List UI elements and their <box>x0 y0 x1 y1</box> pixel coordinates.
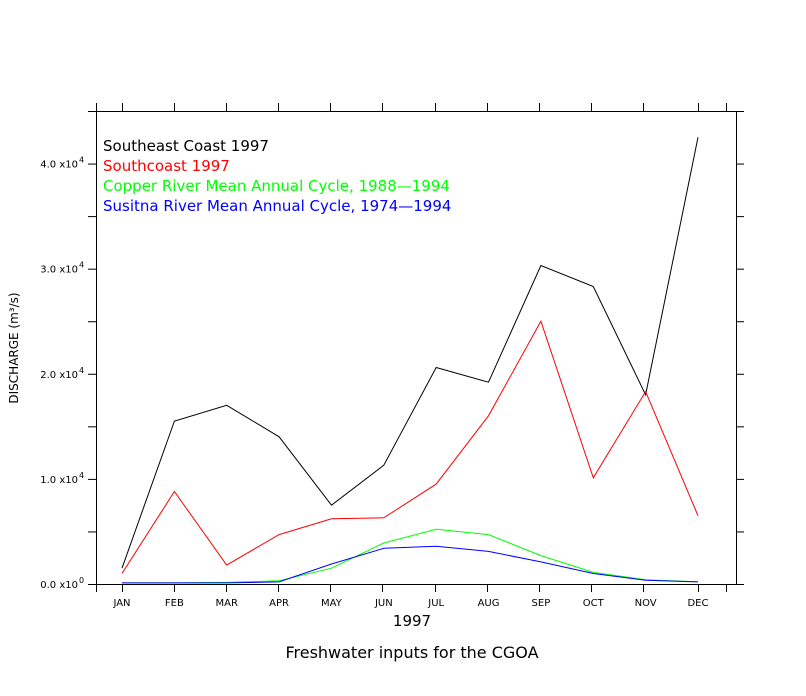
x-tick-label: JAN <box>112 598 130 609</box>
x-tick-label: OCT <box>583 598 605 609</box>
x-tick-label: NOV <box>635 598 657 609</box>
y-tick-label: 4.0 x10 <box>40 160 78 171</box>
x-tick-label: AUG <box>478 598 500 609</box>
x-tick-label: JUL <box>427 598 444 609</box>
y-tick-label: 2.0 x10 <box>40 370 78 381</box>
legend-entry: Susitna River Mean Annual Cycle, 1974—19… <box>103 197 451 215</box>
x-axis-title: 1997 <box>393 612 431 630</box>
x-tick-label: FEB <box>165 598 184 609</box>
ticks: JAN FEB MAR APR MAY JUN JUL AUG SEP OCT NOV DEC 0.0 … <box>40 103 744 609</box>
x-tick-label: JUN <box>374 598 393 609</box>
legend-entry: Southeast Coast 1997 <box>103 137 269 155</box>
x-tick-label: DEC <box>687 598 708 609</box>
y-axis-title: DISCHARGE (m³/s) <box>7 292 21 403</box>
y-tick-label: 0.0 x10 <box>40 580 78 591</box>
series-line-4 <box>122 545 699 584</box>
figure-caption: Freshwater inputs for the CGOA <box>285 643 538 662</box>
x-tick-label: MAR <box>216 598 238 609</box>
series-lines <box>121 137 699 584</box>
plot-frame <box>96 111 737 585</box>
y-tick-label-exponent: 4 <box>79 156 84 165</box>
y-tick-label-exponent: 4 <box>79 366 84 375</box>
series-line-3 <box>122 528 699 584</box>
y-tick-label: 3.0 x10 <box>40 265 78 276</box>
y-axis-title-unit: (m³/s) <box>7 292 21 328</box>
y-tick-label-exponent: 0 <box>79 576 84 585</box>
legend-entry: Southcoast 1997 <box>103 157 230 175</box>
y-tick-label-exponent: 4 <box>79 261 84 270</box>
series-line-2 <box>121 319 699 574</box>
y-axis-title-name: DISCHARGE <box>7 332 21 403</box>
x-tick-label: APR <box>269 598 289 609</box>
legend: Southeast Coast 1997 Southcoast 1997 Coppe… <box>103 137 451 215</box>
legend-entry: Copper River Mean Annual Cycle, 1988—199… <box>103 177 450 195</box>
x-tick-label: MAY <box>321 598 343 609</box>
x-tick-label: SEP <box>532 598 551 609</box>
y-tick-label: 1.0 x10 <box>40 475 78 486</box>
y-tick-label-exponent: 4 <box>79 471 84 480</box>
series-line-1 <box>121 137 699 569</box>
